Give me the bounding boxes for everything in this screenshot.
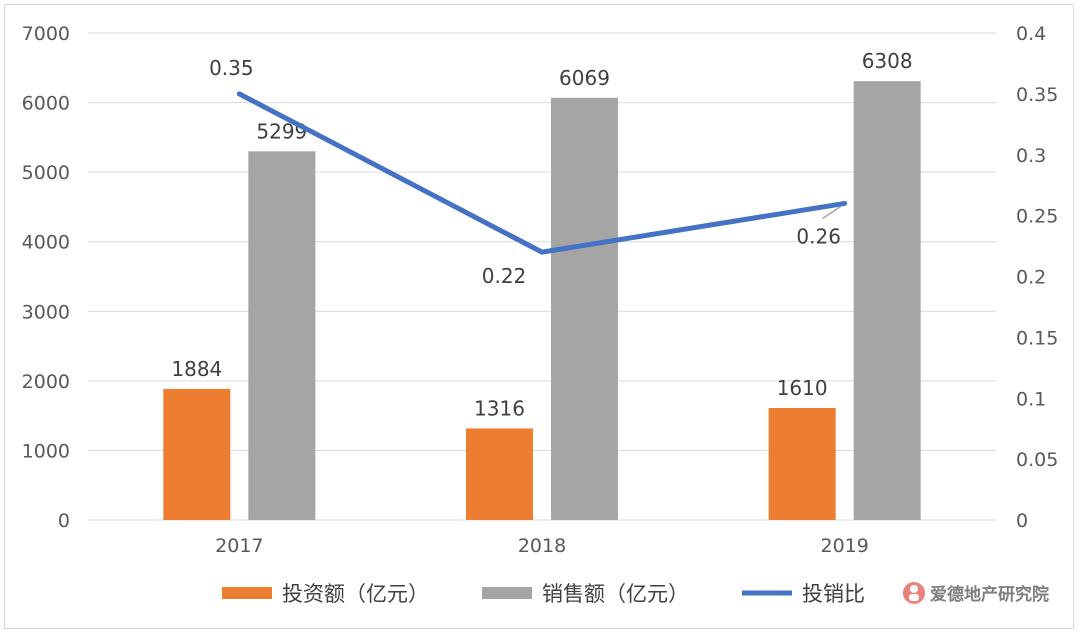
x-axis-tick-label: 2019 <box>820 535 868 557</box>
bar-2017-investment <box>163 388 231 520</box>
legend-label: 销售额（亿元） <box>542 582 689 606</box>
bar-2019-investment <box>768 407 836 520</box>
bar-2019-sales <box>853 81 921 520</box>
legend-swatch <box>222 587 272 599</box>
left-axis-tick-label: 6000 <box>22 93 70 115</box>
brand-logo-icon-body <box>909 594 919 601</box>
right-axis-tick-label: 0.4 <box>1016 23 1046 45</box>
left-axis-tick-label: 2000 <box>22 371 70 393</box>
ratio-line <box>236 91 848 255</box>
left-axis-tick-label: 0 <box>58 510 70 532</box>
right-axis-tick-label: 0.1 <box>1016 388 1046 410</box>
right-axis-tick-label: 0.05 <box>1016 449 1058 471</box>
legend-label: 投资额（亿元） <box>282 582 429 606</box>
bar-data-label: 6069 <box>559 66 610 90</box>
right-axis-tick-label: 0.35 <box>1016 84 1058 106</box>
bar-data-label: 1884 <box>171 357 222 381</box>
bar-2017-sales <box>248 151 316 520</box>
right-axis-tick-label: 0.2 <box>1016 267 1046 289</box>
legend-swatch <box>482 587 532 599</box>
watermark-text: 爱德地产研究院 <box>930 584 1049 605</box>
line-data-label: 0.26 <box>796 224 841 248</box>
line-data-label: 0.35 <box>209 56 254 80</box>
left-axis-tick-label: 7000 <box>22 23 70 45</box>
bar-data-label: 6308 <box>862 49 913 73</box>
bar-2018-sales <box>551 97 618 521</box>
x-axis-tick-label: 2018 <box>518 535 566 557</box>
left-axis-tick-label: 4000 <box>22 232 70 254</box>
right-axis-tick-label: 0.25 <box>1016 206 1058 228</box>
left-axis-tick-label: 5000 <box>22 162 70 184</box>
brand-logo-icon-dot <box>910 585 918 593</box>
right-axis-tick-label: 0.3 <box>1016 145 1046 167</box>
bar-2018-investment <box>466 428 533 520</box>
bar-data-label: 1316 <box>474 396 525 420</box>
right-axis-tick-label: 0.15 <box>1016 327 1058 349</box>
left-axis-tick-label: 1000 <box>22 440 70 462</box>
line-data-label: 0.22 <box>482 264 527 288</box>
x-axis-tick-label: 2017 <box>215 535 263 557</box>
right-axis-tick-label: 0 <box>1016 510 1028 532</box>
legend-label: 投销比 <box>802 582 865 606</box>
bar-data-label: 1610 <box>777 376 828 400</box>
left-axis-tick-label: 3000 <box>22 301 70 323</box>
label-leader-line <box>822 205 842 220</box>
